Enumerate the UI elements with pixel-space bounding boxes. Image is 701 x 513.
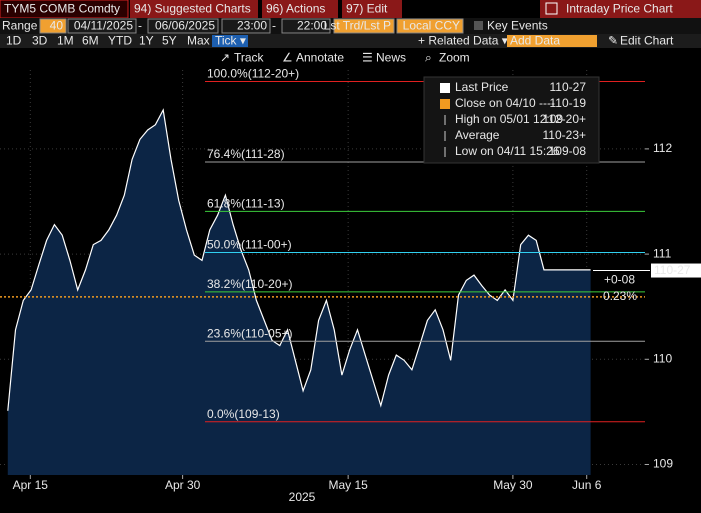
menu-button[interactable] [262,0,338,18]
range-field[interactable] [396,18,464,34]
fib-label: 61.8%(111-13) [207,197,285,211]
period-button[interactable]: 6M [82,34,99,48]
tool-icon: ⌕ [425,51,432,65]
x-tick-label: Apr 30 [165,478,201,492]
menu-button[interactable] [130,0,258,18]
change-pct: 0.23% [603,289,637,303]
last-price-label: 110-27 [654,263,691,277]
period-button[interactable]: Tick ▾ [215,34,246,48]
change-label: +0-08 [604,273,635,287]
range-field-text[interactable]: 23:00 [237,19,267,33]
period-button[interactable]: 5Y [162,34,177,48]
tool-bar [0,48,701,68]
y-tick-label: 111 [653,246,672,260]
legend-value: 110-27 [550,80,587,94]
legend-value: 110-23+ [543,128,586,142]
range-field-text[interactable]: 40 [50,19,64,33]
range-field[interactable] [147,18,219,34]
legend-name: Last Price [455,80,509,94]
period-button[interactable]: 3D [32,34,48,48]
range-label: Range [2,19,38,33]
period-button[interactable]: 1M [57,34,74,48]
range-field-text[interactable]: Local CCY [403,19,460,33]
tool-button[interactable]: News [376,51,406,65]
range-separator: - [138,19,142,33]
range-field[interactable] [221,18,271,34]
menu-label[interactable]: 97) Edit [346,2,388,16]
checkbox[interactable] [474,21,483,30]
range-field[interactable] [333,18,395,34]
legend-value: 109-08 [549,144,587,158]
edit-icon: ✎ [608,34,618,48]
fib-label: 50.0%(111-00+) [207,238,292,252]
tool-button[interactable]: Zoom [439,51,470,65]
last-price-tag [651,263,701,278]
period-button[interactable]: 1Y [139,34,154,48]
range-field[interactable] [67,18,137,34]
ticker: TYM5 COMB Comdty [4,2,120,16]
range-field-text[interactable]: 04/11/2025 [74,19,133,33]
menu-button[interactable] [342,0,402,18]
add-data-placeholder[interactable]: Add Data [510,34,560,48]
related-data[interactable]: + Related Data ▾ [418,34,508,48]
title-box [540,0,701,18]
period-button[interactable]: Max [187,34,210,48]
add-data-field[interactable] [507,35,597,47]
legend-swatch [440,83,450,93]
edit-chart[interactable]: Edit Chart [620,34,674,48]
menu-label[interactable]: 96) Actions [266,2,325,16]
checkbox-label[interactable]: Key Events [487,19,548,33]
x-tick-label: May 30 [493,478,533,492]
range-field[interactable] [39,18,67,34]
fib-label: 76.4%(111-28) [207,147,285,161]
y-tick-label: 109 [653,457,673,471]
fib-label: 100.0%(112-20+) [207,67,299,81]
legend-value: 110-19 [550,96,587,110]
x-tick-label: May 15 [328,478,368,492]
range-field[interactable] [281,18,331,34]
legend-box [423,76,600,164]
y-tick-label: 110 [653,351,672,365]
legend-name: High on 05/01 12:09 [455,112,563,126]
tool-button[interactable]: Track [234,51,265,65]
legend-value: 112-20+ [543,112,586,126]
price-line [7,108,591,411]
tool-button[interactable]: Annotate [296,51,344,65]
legend-name: Average [455,128,500,142]
fib-label: 38.2%(110-20+) [207,277,293,291]
period-button[interactable]: 1D [6,34,22,48]
tool-icon: ∠ [282,51,293,65]
page-title: Intraday Price Chart [566,2,673,16]
price-area [7,110,591,475]
period-selected[interactable] [212,35,248,47]
legend-swatch [440,99,450,109]
x-tick-label: Apr 15 [13,478,49,492]
period-button[interactable]: YTD [108,34,132,48]
x-axis-year: 2025 [289,490,316,504]
legend-name: Close on 04/10 ---- [455,96,555,110]
legend-name: Low on 04/11 15:26 [455,144,560,158]
range-field-text[interactable]: 22:00 [297,19,327,33]
y-tick-label: 112 [653,141,672,155]
x-tick-label: Jun 6 [572,478,602,492]
menu-label[interactable]: 94) Suggested Charts [134,2,251,16]
fib-label: 0.0%(109-13) [207,407,280,421]
tool-icon: ↗ [220,51,230,65]
range-field-text[interactable]: Lst Trd/Lst P [324,19,391,33]
range-separator: - [272,19,276,33]
tool-icon: ☰ [362,51,373,65]
title-icon [545,2,558,15]
range-field-text[interactable]: 06/06/2025 [155,19,215,33]
fib-label: 23.6%(110-05+) [207,326,293,340]
